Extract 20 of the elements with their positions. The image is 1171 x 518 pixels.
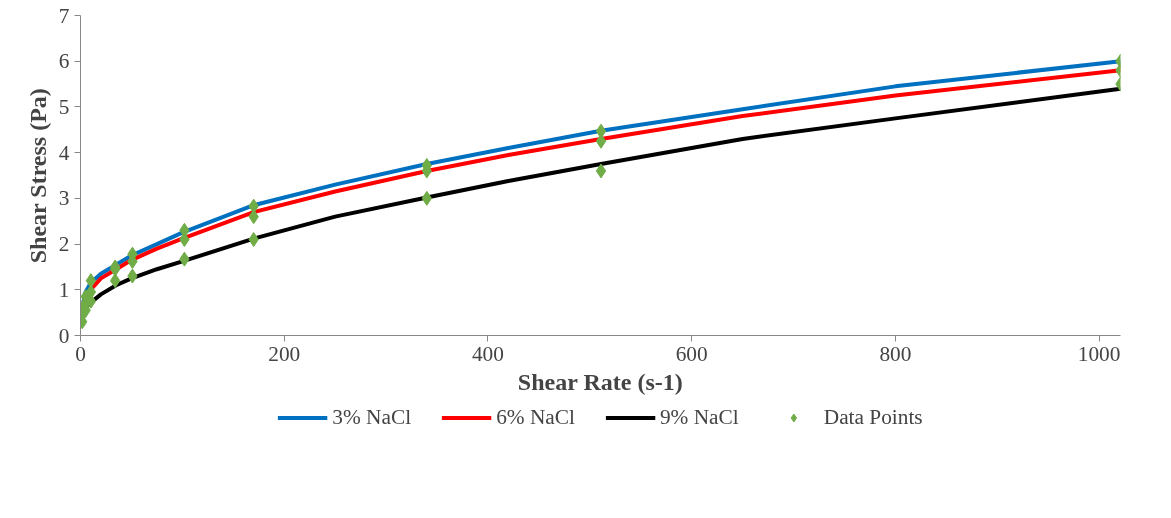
x-tick-label: 0 — [75, 341, 86, 366]
legend-label: Data Points — [823, 404, 923, 430]
legend-label: 9% NaCl — [659, 404, 739, 430]
x-tick-label: 800 — [879, 341, 912, 366]
y-tick-label: 7 — [58, 3, 70, 28]
legend-label: 3% NaCl — [332, 404, 412, 430]
x-tick-label: 400 — [471, 341, 504, 366]
x-tick-label: 200 — [268, 341, 301, 366]
y-tick-label: 5 — [58, 94, 70, 119]
y-tick-label: 1 — [58, 277, 70, 302]
y-tick-label: 2 — [58, 232, 70, 257]
y-tick-label: 6 — [58, 49, 70, 74]
x-axis-title: Shear Rate (s-1) — [517, 368, 683, 395]
y-tick-label: 4 — [58, 140, 70, 165]
y-tick-label: 3 — [58, 186, 70, 211]
x-tick-label: 600 — [675, 341, 708, 366]
x-tick-label: 1000 — [1077, 341, 1121, 366]
y-axis-title: Shear Stress (Pa) — [24, 88, 51, 264]
y-tick-label: 0 — [58, 323, 70, 348]
legend-label: 6% NaCl — [496, 404, 575, 430]
